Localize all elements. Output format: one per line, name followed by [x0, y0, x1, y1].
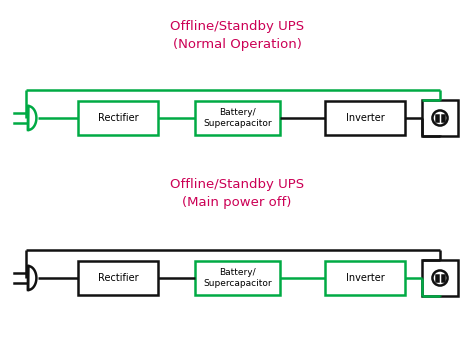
Bar — [442, 275, 444, 281]
Text: Rectifier: Rectifier — [98, 113, 138, 123]
Bar — [422, 100, 458, 136]
Bar — [436, 115, 438, 121]
Circle shape — [432, 270, 447, 285]
Bar — [325, 101, 405, 135]
Text: Inverter: Inverter — [346, 273, 384, 283]
Text: Rectifier: Rectifier — [98, 273, 138, 283]
Bar — [78, 261, 158, 295]
Text: Battery/
Supercapacitor: Battery/ Supercapacitor — [203, 108, 272, 128]
Bar — [442, 115, 444, 121]
Bar — [195, 261, 280, 295]
Bar — [78, 101, 158, 135]
Bar — [422, 260, 458, 296]
Text: Inverter: Inverter — [346, 113, 384, 123]
Text: Battery/
Supercapacitor: Battery/ Supercapacitor — [203, 268, 272, 288]
Text: Offline/Standby UPS
(Normal Operation): Offline/Standby UPS (Normal Operation) — [170, 20, 304, 51]
Bar — [325, 261, 405, 295]
Circle shape — [432, 110, 447, 125]
Bar — [436, 275, 438, 281]
Bar — [195, 101, 280, 135]
Text: Offline/Standby UPS
(Main power off): Offline/Standby UPS (Main power off) — [170, 178, 304, 209]
